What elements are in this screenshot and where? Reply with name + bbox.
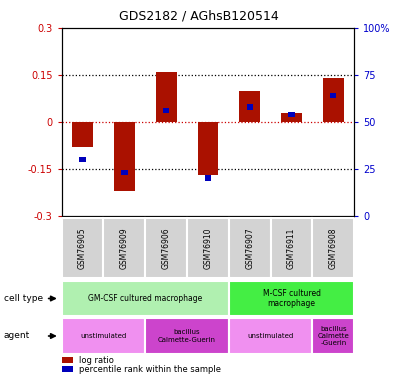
Bar bbox=[145, 217, 187, 278]
Bar bbox=[312, 217, 354, 278]
Text: GSM76910: GSM76910 bbox=[203, 227, 213, 268]
Bar bbox=[62, 357, 73, 363]
Bar bbox=[312, 318, 354, 354]
Bar bbox=[80, 157, 86, 162]
Bar bbox=[62, 318, 145, 354]
Text: percentile rank within the sample: percentile rank within the sample bbox=[79, 364, 221, 374]
Text: GSM76911: GSM76911 bbox=[287, 227, 296, 268]
Text: bacillus
Calmette
-Guerin: bacillus Calmette -Guerin bbox=[318, 326, 349, 346]
Text: bacillus
Calmette-Guerin: bacillus Calmette-Guerin bbox=[158, 330, 216, 342]
Bar bbox=[197, 122, 219, 175]
Bar bbox=[163, 108, 169, 113]
Text: cell type: cell type bbox=[4, 294, 43, 303]
Bar bbox=[323, 78, 344, 122]
Bar bbox=[62, 366, 73, 372]
Text: log ratio: log ratio bbox=[79, 356, 114, 364]
Text: GDS2182 / AGhsB120514: GDS2182 / AGhsB120514 bbox=[119, 9, 279, 22]
Bar bbox=[229, 318, 312, 354]
Bar bbox=[281, 112, 302, 122]
Bar bbox=[72, 122, 93, 147]
Text: GSM76907: GSM76907 bbox=[245, 227, 254, 268]
Bar bbox=[229, 281, 354, 316]
Text: unstimulated: unstimulated bbox=[248, 333, 294, 339]
Bar bbox=[62, 281, 229, 316]
Bar bbox=[271, 217, 312, 278]
Bar bbox=[205, 176, 211, 181]
Bar bbox=[145, 318, 229, 354]
Text: GSM76909: GSM76909 bbox=[120, 227, 129, 268]
Text: GM-CSF cultured macrophage: GM-CSF cultured macrophage bbox=[88, 294, 203, 303]
Bar bbox=[239, 91, 260, 122]
Text: unstimulated: unstimulated bbox=[80, 333, 127, 339]
Text: GSM76908: GSM76908 bbox=[329, 227, 338, 268]
Text: GSM76905: GSM76905 bbox=[78, 227, 87, 268]
Text: GSM76906: GSM76906 bbox=[162, 227, 171, 268]
Bar bbox=[229, 217, 271, 278]
Text: M-CSF cultured
macrophage: M-CSF cultured macrophage bbox=[263, 289, 320, 308]
Bar bbox=[103, 217, 145, 278]
Bar bbox=[62, 217, 103, 278]
Bar bbox=[289, 112, 295, 117]
Bar bbox=[114, 122, 135, 190]
Text: agent: agent bbox=[4, 332, 30, 340]
Bar bbox=[121, 170, 127, 176]
Bar bbox=[330, 93, 336, 99]
Bar bbox=[156, 72, 177, 122]
Bar bbox=[187, 217, 229, 278]
Bar bbox=[247, 104, 253, 110]
